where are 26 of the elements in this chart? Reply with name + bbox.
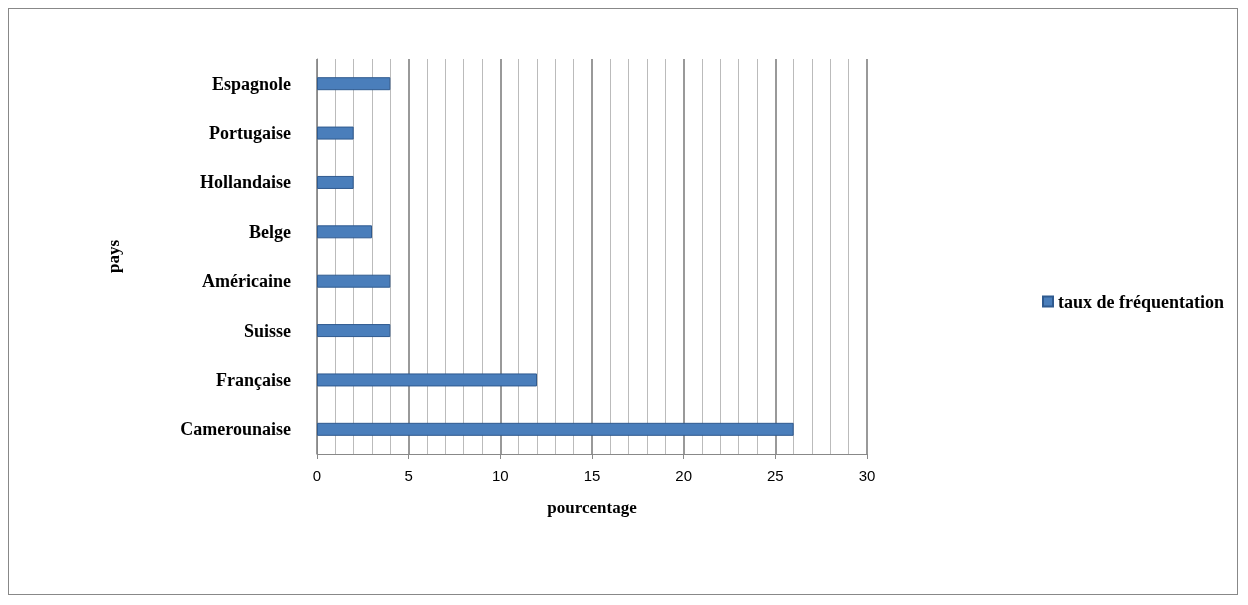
x-tick-label: 25 — [766, 467, 784, 484]
x-tick-label: 30 — [858, 467, 876, 484]
x-tick-label: 5 — [404, 467, 413, 484]
bar — [317, 274, 391, 288]
y-tick-label: Hollandaise — [199, 172, 291, 193]
bar — [317, 324, 391, 338]
bar — [317, 77, 391, 91]
bar — [317, 175, 354, 189]
bar — [317, 373, 537, 387]
x-tick-label: 0 — [312, 467, 322, 484]
y-tick-label: Belge — [249, 221, 291, 242]
bar — [317, 422, 794, 436]
y-tick-label: Espagnole — [211, 73, 291, 94]
bar — [317, 126, 354, 140]
y-tick-label: Suisse — [243, 320, 291, 341]
x-tick-label: 15 — [583, 467, 601, 484]
y-axis-title: pays — [104, 239, 123, 274]
y-tick-label: Portugaise — [209, 123, 292, 144]
x-tick-label: 20 — [675, 467, 693, 484]
y-tick-label: Américaine — [202, 271, 291, 292]
x-axis-title: pourcentage — [547, 498, 638, 517]
x-tick-label: 10 — [491, 467, 509, 484]
bar — [317, 225, 372, 239]
y-tick-label: Camerounaise — [180, 419, 291, 440]
y-tick-label: Française — [216, 369, 292, 390]
legend-label: taux de fréquentation — [1058, 291, 1224, 312]
